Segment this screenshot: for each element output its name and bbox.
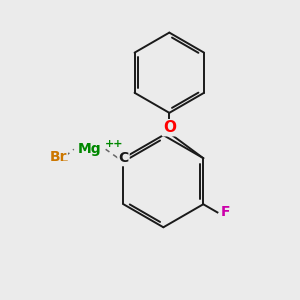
- Text: ++: ++: [105, 139, 123, 149]
- Text: O: O: [163, 120, 176, 135]
- Text: Mg: Mg: [77, 142, 101, 156]
- Text: C: C: [118, 151, 129, 165]
- Text: F: F: [221, 206, 230, 219]
- Text: Br: Br: [49, 150, 67, 164]
- Text: ⁻: ⁻: [61, 157, 68, 170]
